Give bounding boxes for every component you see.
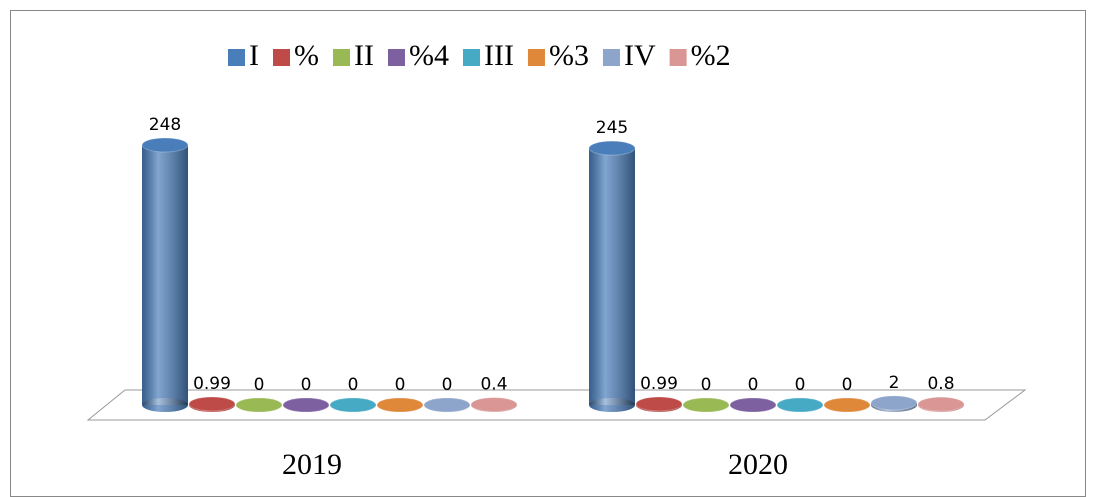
- legend-label: IV: [624, 39, 656, 72]
- bar: [470, 397, 518, 413]
- legend-label: I: [249, 39, 259, 72]
- bar: [188, 396, 236, 412]
- value-label: 245: [596, 118, 628, 138]
- value-label: 0.8: [927, 374, 954, 394]
- value-label: 248: [149, 115, 181, 135]
- value-label: 0: [748, 375, 759, 395]
- value-label: 2: [889, 373, 900, 393]
- value-label: 0: [348, 375, 359, 395]
- bar: [729, 397, 777, 413]
- x-tick-label: 2020: [728, 448, 788, 481]
- legend-swatch: [527, 49, 545, 66]
- value-label: 0: [442, 375, 453, 395]
- value-label: 0: [254, 375, 265, 395]
- value-label: 0: [842, 375, 853, 395]
- legend-swatch: [669, 49, 687, 66]
- legend-swatch: [387, 49, 405, 66]
- bar: [823, 397, 871, 413]
- legend-swatch: [273, 49, 290, 66]
- legend-label: %2: [691, 39, 731, 72]
- legend-label: II: [354, 39, 374, 72]
- legend-label: %4: [409, 39, 449, 72]
- bar: [682, 397, 730, 413]
- x-tick-label: 2019: [282, 448, 342, 481]
- bar: [141, 137, 189, 412]
- bar: [376, 397, 424, 413]
- value-label: 0: [701, 375, 712, 395]
- bar: [635, 396, 683, 412]
- legend-swatch: [333, 49, 350, 66]
- value-label: 0: [395, 375, 406, 395]
- bar: [423, 397, 471, 413]
- legend-label: %: [294, 39, 319, 72]
- value-label: 0: [795, 375, 806, 395]
- bar: [917, 396, 965, 412]
- bar: [776, 397, 824, 413]
- legend-label: %3: [549, 39, 589, 72]
- floor: [86, 389, 1027, 421]
- bar: [235, 397, 283, 413]
- bar: [588, 140, 636, 412]
- bar: [329, 397, 377, 413]
- value-label: 0: [301, 375, 312, 395]
- value-label: 0.4: [480, 375, 507, 395]
- legend-swatch: [602, 49, 620, 66]
- value-label: 0.99: [640, 374, 678, 394]
- legend-swatch: [462, 49, 480, 66]
- value-label: 0.99: [193, 374, 231, 394]
- legend-swatch: [228, 49, 245, 66]
- bar: [282, 397, 330, 413]
- bar: [870, 395, 918, 412]
- legend-label: III: [484, 39, 514, 72]
